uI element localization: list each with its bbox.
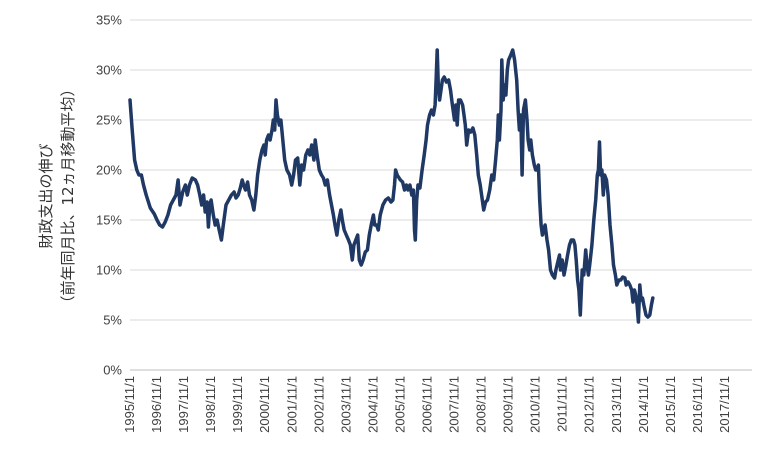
x-tick-labels: 1995/11/1 1996/11/1 1997/11/1 1998/11/1 1999… <box>122 376 732 433</box>
x-tick-label: 2003/11/1 <box>338 376 353 433</box>
x-tick-label: 2012/11/1 <box>582 376 597 433</box>
x-tick-label: 2017/11/1 <box>717 376 732 433</box>
y-tick-label: 5% <box>103 313 122 328</box>
x-tick-label: 2008/11/1 <box>474 376 489 433</box>
x-tick-label: 2009/11/1 <box>501 376 516 433</box>
x-tick-label: 2000/11/1 <box>257 376 272 433</box>
x-tick-label: 2005/11/1 <box>392 376 407 433</box>
x-tick-label: 1995/11/1 <box>122 376 137 433</box>
x-tick-label: 1998/11/1 <box>203 376 218 433</box>
y-tick-label: 30% <box>96 63 122 78</box>
x-tick-label: 2001/11/1 <box>284 376 299 433</box>
x-tick-label: 2014/11/1 <box>636 376 651 433</box>
x-tick-label: 2006/11/1 <box>419 376 434 433</box>
x-tick-label: 2010/11/1 <box>528 376 543 433</box>
x-tick-label: 1999/11/1 <box>230 376 245 433</box>
y-axis-title-line1: 財政支出の伸び <box>37 143 55 248</box>
x-tick-label: 2015/11/1 <box>663 376 678 433</box>
x-tick-label: 2004/11/1 <box>365 376 380 433</box>
x-tick-label: 2011/11/1 <box>555 376 570 432</box>
y-tick-labels: 0% 5% 10% 15% 20% 25% 30% 35% <box>96 13 122 378</box>
series-line <box>128 48 655 324</box>
y-tick-label: 15% <box>96 213 122 228</box>
x-tick-label: 1996/11/1 <box>149 376 164 433</box>
y-tick-label: 35% <box>96 13 122 28</box>
x-tick-label: 1997/11/1 <box>176 376 191 433</box>
y-tick-label: 20% <box>96 163 122 178</box>
y-axis-title-line2: （前年同月比、12ヵ月移動平均） <box>59 81 77 310</box>
x-tick-label: 2002/11/1 <box>311 376 326 433</box>
x-tick-label: 2013/11/1 <box>609 376 624 433</box>
x-tick-label: 2016/11/1 <box>690 376 705 433</box>
x-tick-label: 2007/11/1 <box>447 376 462 433</box>
y-tick-label: 10% <box>96 263 122 278</box>
gridlines <box>130 19 752 321</box>
y-tick-label: 0% <box>103 363 122 378</box>
y-tick-label: 25% <box>96 113 122 128</box>
